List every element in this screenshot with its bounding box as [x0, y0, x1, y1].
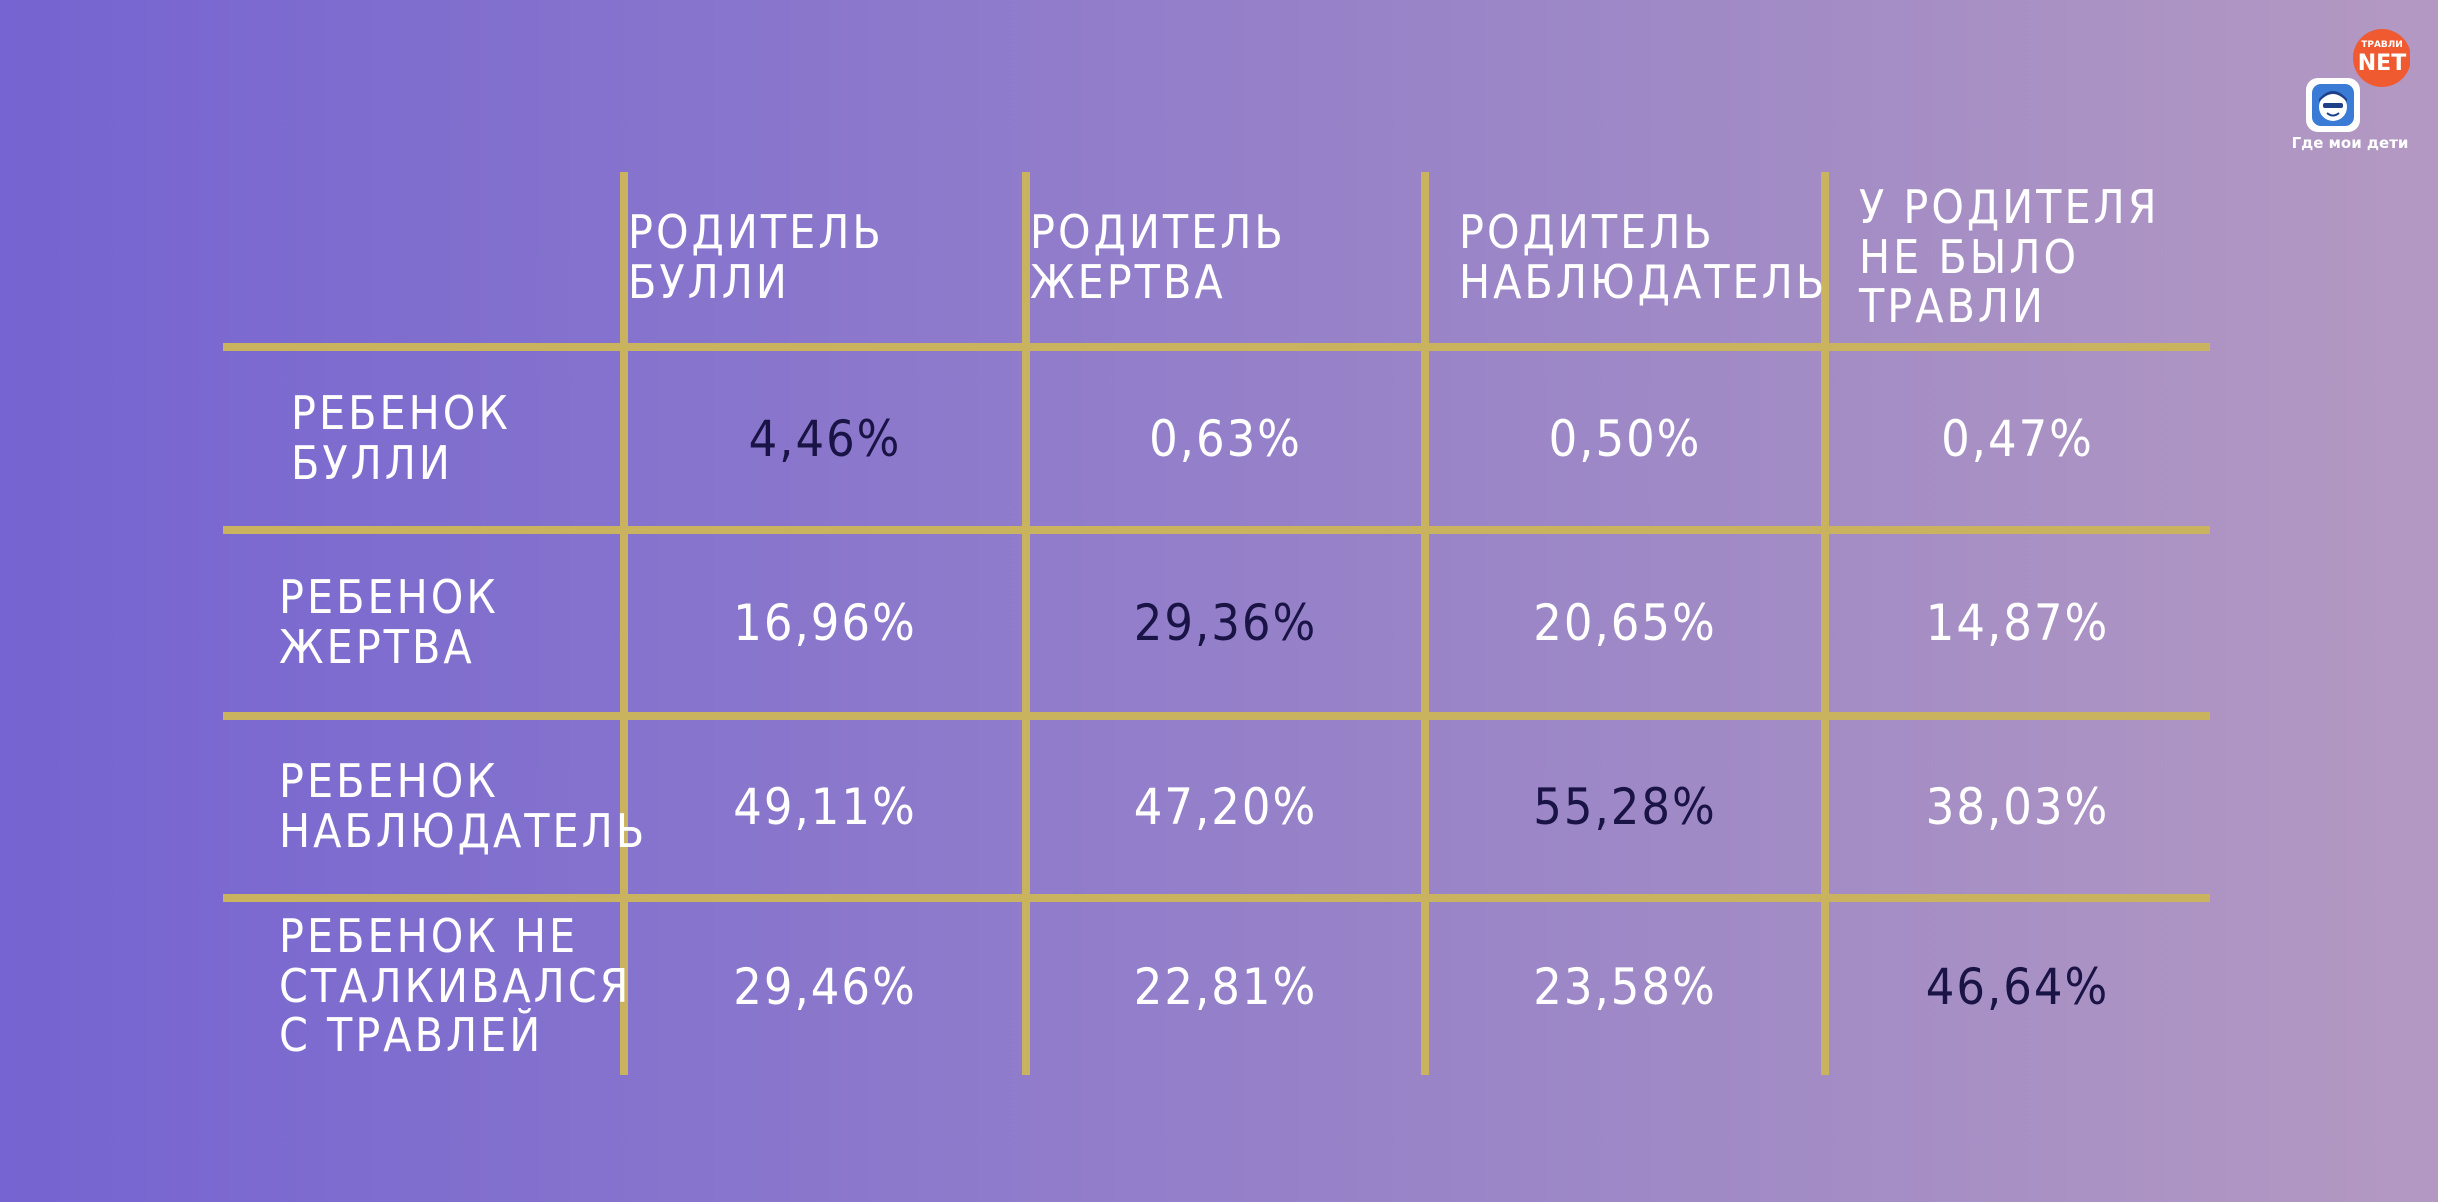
vertical-gridline: [1821, 172, 1829, 1075]
table-cell-value: 20,65%: [1533, 594, 1717, 652]
vertical-gridline: [1421, 172, 1429, 1075]
table-cell-value: 4,46%: [748, 409, 902, 468]
table-cell-value: 0,63%: [1149, 409, 1302, 468]
row-header: Ребенок наблюдатель: [279, 754, 648, 858]
child-face-icon: ТРАВЛИ NET: [2306, 29, 2410, 132]
logo-badge-small-text: ТРАВЛИ: [2361, 40, 2403, 50]
column-header: Родитель жертва: [1030, 204, 1286, 309]
table-cell-value: 55,28%: [1533, 778, 1717, 836]
row-header: Ребенок не сталкивался с травлей: [279, 908, 632, 1063]
column-header: Родитель булли: [628, 204, 884, 309]
column-header: У родителя не было травли: [1859, 179, 2160, 334]
horizontal-gridline: [223, 526, 2210, 534]
table-cell-value: 49,11%: [733, 778, 917, 836]
horizontal-gridline: [223, 343, 2210, 351]
table-cell-value: 16,96%: [733, 594, 917, 652]
table-cell-value: 29,36%: [1133, 594, 1318, 652]
table-cell-value: 46,64%: [1925, 957, 2110, 1016]
table-cell-value: 0,50%: [1548, 409, 1702, 468]
table-cell-value: 38,03%: [1925, 778, 2110, 836]
table-cell-value: 0,47%: [1941, 409, 2094, 468]
horizontal-gridline: [223, 894, 2210, 902]
row-header: Ребенок жертва: [279, 570, 499, 674]
logo-badge-text: NET: [2358, 51, 2406, 76]
travli-net-logo: ТРАВЛИ NET Где мои дети: [2290, 28, 2410, 158]
column-header: Родитель наблюдатель: [1459, 204, 1828, 309]
vertical-gridline: [620, 172, 628, 1075]
logo-caption: Где мои дети: [2291, 134, 2409, 152]
table-cell-value: 14,87%: [1925, 594, 2110, 652]
table-cell-value: 22,81%: [1133, 957, 1318, 1016]
vertical-gridline: [1022, 172, 1030, 1075]
row-header: Ребенок булли: [291, 385, 511, 490]
table-cell-value: 47,20%: [1133, 778, 1318, 836]
table-cell-value: 29,46%: [733, 957, 917, 1016]
table-cell-value: 23,58%: [1533, 957, 1717, 1016]
horizontal-gridline: [223, 712, 2210, 720]
